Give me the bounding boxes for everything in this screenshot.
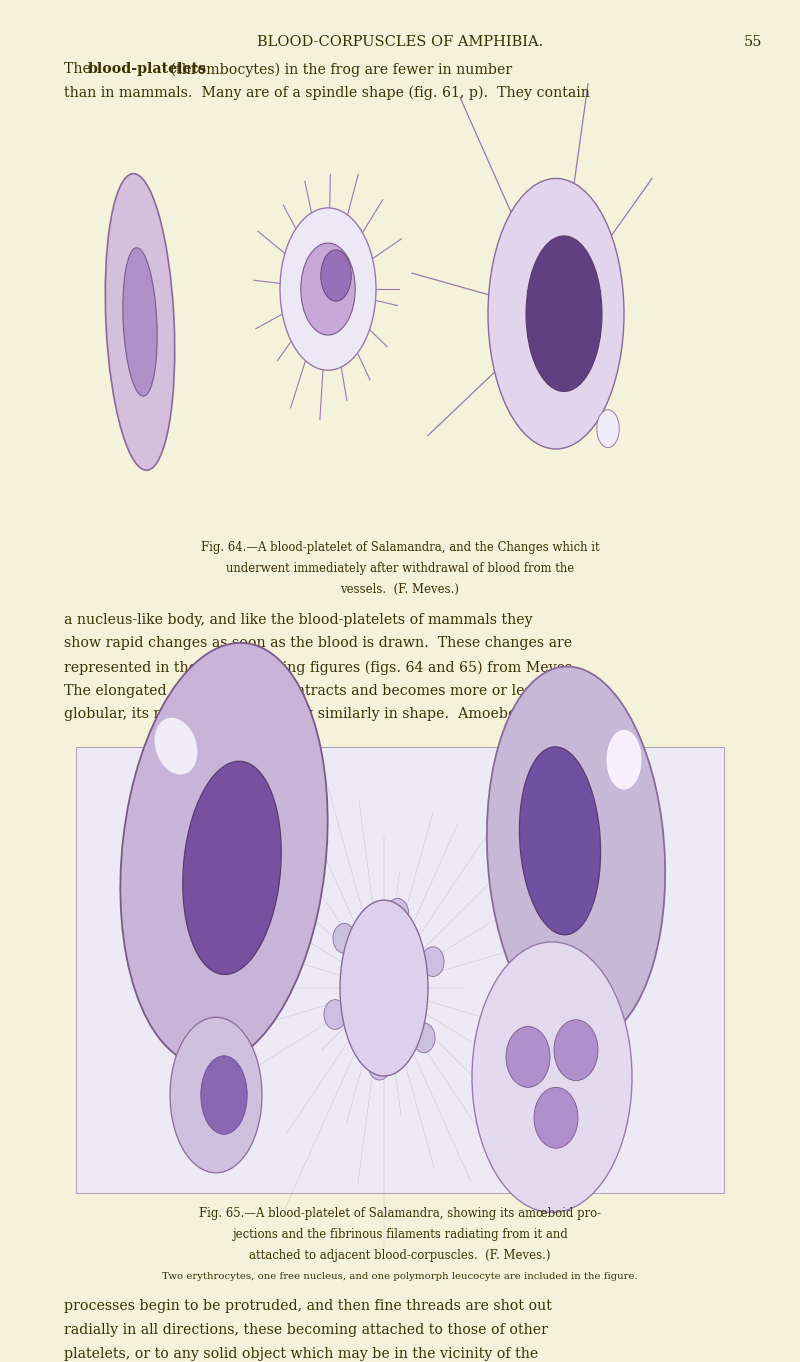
Ellipse shape bbox=[606, 729, 642, 790]
Ellipse shape bbox=[340, 900, 428, 1076]
Text: BLOOD-CORPUSCLES OF AMPHIBIA.: BLOOD-CORPUSCLES OF AMPHIBIA. bbox=[257, 35, 543, 49]
Ellipse shape bbox=[487, 666, 665, 1042]
Text: vessels.  (F. Meves.): vessels. (F. Meves.) bbox=[341, 583, 459, 597]
Ellipse shape bbox=[321, 249, 351, 301]
Text: The: The bbox=[64, 63, 95, 76]
Ellipse shape bbox=[472, 943, 632, 1212]
Ellipse shape bbox=[324, 1000, 346, 1030]
Text: radially in all directions, these becoming attached to those of other: radially in all directions, these becomi… bbox=[64, 1323, 548, 1337]
Bar bbox=[76, 748, 724, 1193]
Ellipse shape bbox=[368, 1050, 390, 1080]
Text: globular, its nucleus also changing similarly in shape.  Amoeboid: globular, its nucleus also changing simi… bbox=[64, 707, 530, 722]
Text: jections and the fibrinous filaments radiating from it and: jections and the fibrinous filaments rad… bbox=[232, 1227, 568, 1241]
Ellipse shape bbox=[170, 1017, 262, 1173]
Ellipse shape bbox=[301, 242, 355, 335]
Ellipse shape bbox=[123, 248, 157, 396]
Ellipse shape bbox=[413, 1023, 435, 1053]
Ellipse shape bbox=[506, 1027, 550, 1087]
Ellipse shape bbox=[106, 173, 174, 470]
Text: Fig. 64.—A blood-platelet of Salamandra, and the Changes which it: Fig. 64.—A blood-platelet of Salamandra,… bbox=[201, 541, 599, 554]
Ellipse shape bbox=[182, 761, 282, 974]
Text: blood-platelets: blood-platelets bbox=[88, 63, 207, 76]
Text: Two erythrocytes, one free nucleus, and one polymorph leucocyte are included in : Two erythrocytes, one free nucleus, and … bbox=[162, 1272, 638, 1282]
Ellipse shape bbox=[120, 643, 328, 1066]
Text: Fig. 65.—A blood-platelet of Salamandra, showing its amœboid pro-: Fig. 65.—A blood-platelet of Salamandra,… bbox=[199, 1207, 601, 1219]
Text: attached to adjacent blood-corpuscles.  (F. Meves.): attached to adjacent blood-corpuscles. (… bbox=[250, 1249, 550, 1261]
Ellipse shape bbox=[554, 1020, 598, 1080]
Text: (thrombocytes) in the frog are fewer in number: (thrombocytes) in the frog are fewer in … bbox=[166, 63, 513, 76]
Ellipse shape bbox=[534, 1087, 578, 1148]
Ellipse shape bbox=[597, 410, 619, 448]
Text: platelets, or to any solid object which may be in the vicinity of the: platelets, or to any solid object which … bbox=[64, 1347, 538, 1361]
Text: underwent immediately after withdrawal of blood from the: underwent immediately after withdrawal o… bbox=[226, 563, 574, 575]
Ellipse shape bbox=[526, 236, 602, 391]
Ellipse shape bbox=[386, 899, 409, 929]
Ellipse shape bbox=[280, 208, 376, 370]
Bar bbox=[56, 116, 744, 527]
Ellipse shape bbox=[488, 178, 624, 449]
Ellipse shape bbox=[154, 718, 198, 775]
Ellipse shape bbox=[519, 746, 601, 934]
Ellipse shape bbox=[422, 947, 444, 977]
Text: show rapid changes as soon as the blood is drawn.  These changes are: show rapid changes as soon as the blood … bbox=[64, 636, 572, 651]
Text: represented in the accompanying figures (figs. 64 and 65) from Meves.: represented in the accompanying figures … bbox=[64, 661, 577, 674]
Text: The elongated corpuscle first contracts and becomes more or less: The elongated corpuscle first contracts … bbox=[64, 684, 539, 697]
Text: 55: 55 bbox=[744, 35, 762, 49]
Text: than in mammals.  Many are of a spindle shape (fig. 61, p).  They contain: than in mammals. Many are of a spindle s… bbox=[64, 86, 590, 101]
Text: a nucleus-like body, and like the blood-platelets of mammals they: a nucleus-like body, and like the blood-… bbox=[64, 613, 533, 627]
Text: processes begin to be protruded, and then fine threads are shot out: processes begin to be protruded, and the… bbox=[64, 1299, 552, 1313]
Ellipse shape bbox=[201, 1056, 247, 1135]
Ellipse shape bbox=[333, 923, 355, 953]
